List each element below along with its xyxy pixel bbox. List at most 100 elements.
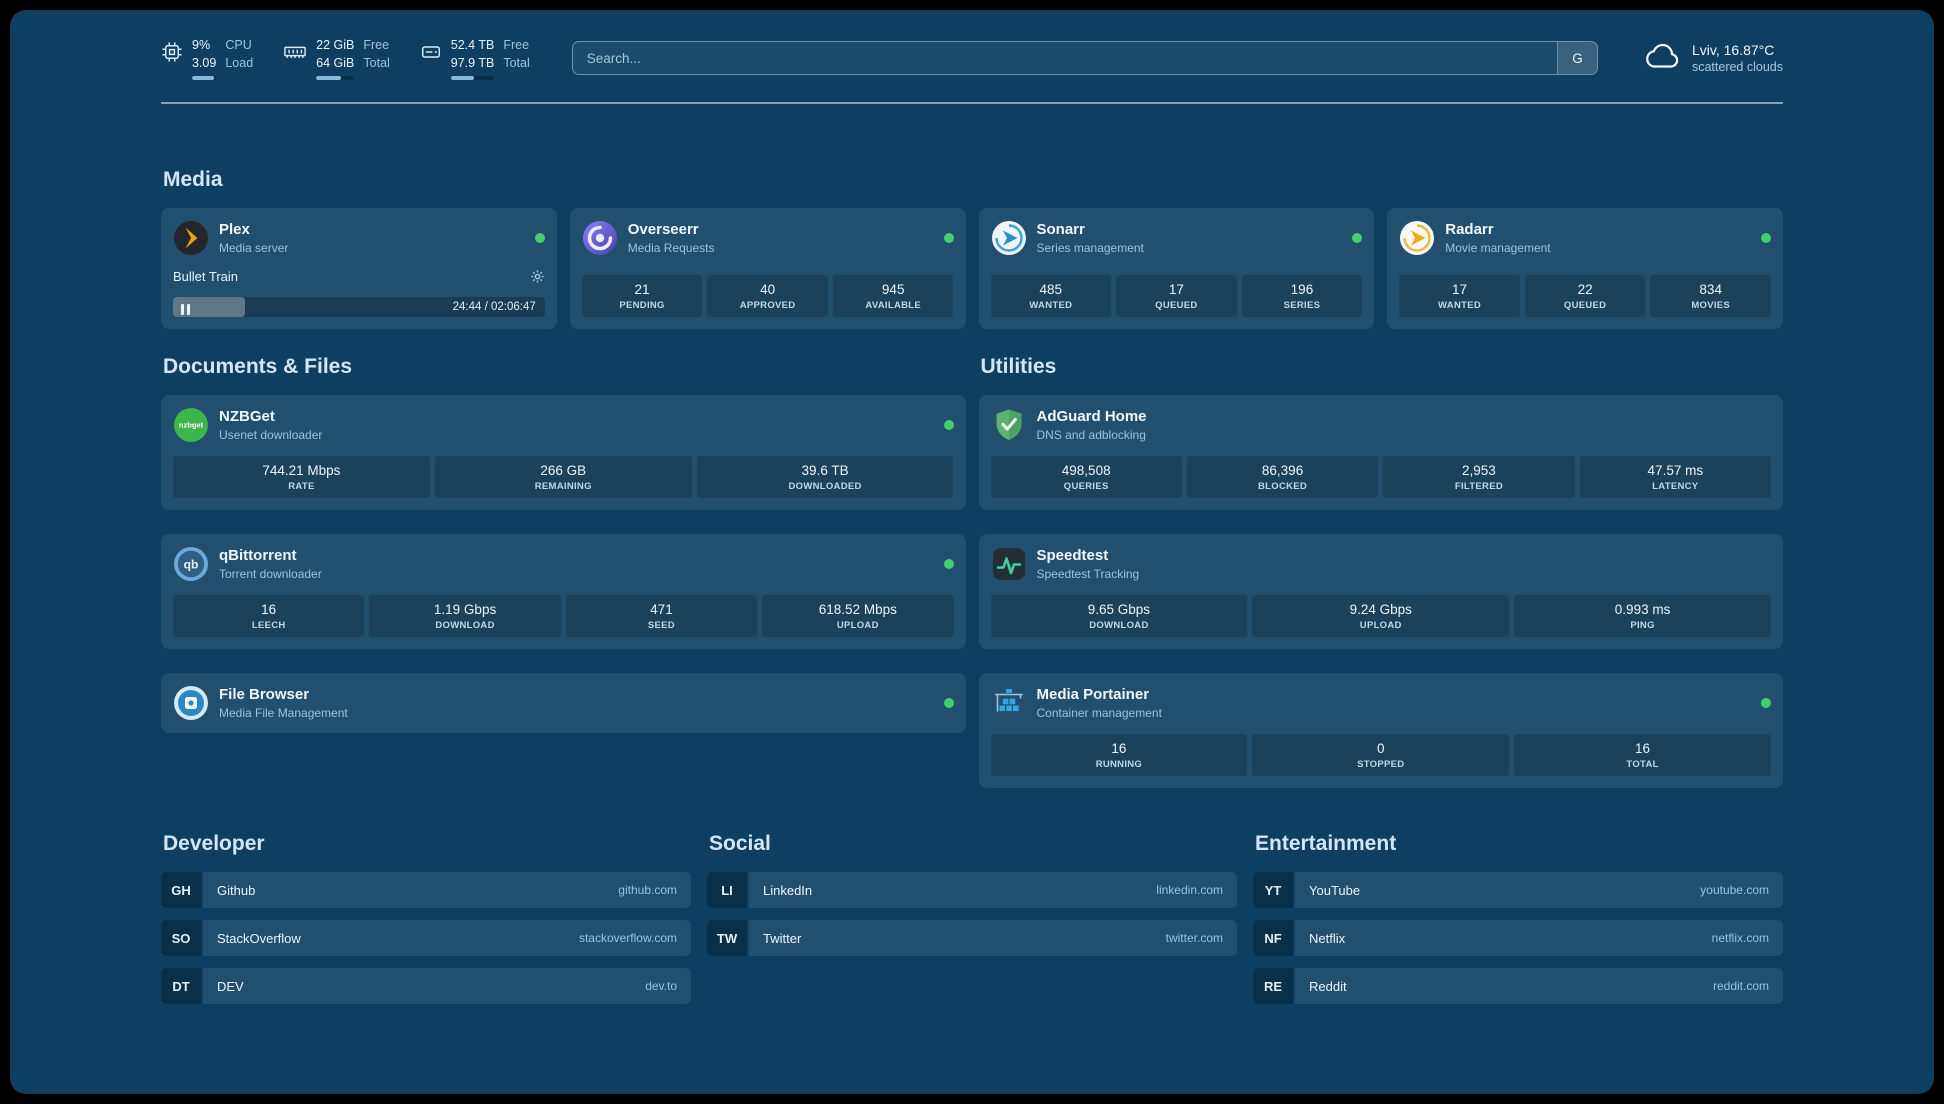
- memory-usage-bar: [316, 76, 355, 81]
- qbittorrent-title: qBittorrent: [219, 547, 297, 565]
- stat-tile: 1.19 Gbps DOWNLOAD: [369, 595, 561, 638]
- card-radarr[interactable]: Radarr Movie management 17 WANTED 22 QUE…: [1387, 208, 1783, 330]
- status-dot: [943, 559, 954, 570]
- pause-icon[interactable]: [181, 302, 190, 320]
- stat-tile: 47.57 ms LATENCY: [1579, 456, 1771, 499]
- svg-text:nzbget: nzbget: [179, 421, 204, 430]
- dashboard-panel: 9% 3.09 CPU Load 22 GiB 64 Gi: [10, 10, 1934, 1094]
- cloud-icon: [1644, 43, 1680, 74]
- bookmark-twitter[interactable]: TW Twitter twitter.com: [707, 920, 1237, 957]
- sonarr-title: Sonarr: [1036, 221, 1085, 239]
- topbar: 9% 3.09 CPU Load 22 GiB 64 Gi: [161, 36, 1783, 81]
- status-dot: [534, 233, 545, 244]
- portainer-subtitle: Container management: [1036, 706, 1162, 721]
- bookmark-netflix[interactable]: NF Netflix netflix.com: [1253, 920, 1783, 957]
- plex-title: Plex: [219, 221, 250, 239]
- memory-free-label: Free: [363, 38, 390, 52]
- overseerr-subtitle: Media Requests: [627, 241, 715, 256]
- bookmark-stackoverflow[interactable]: SO StackOverflow stackoverflow.com: [161, 920, 691, 957]
- search-input[interactable]: [572, 42, 1557, 75]
- stat-tile: 2,953 FILTERED: [1383, 456, 1575, 499]
- stat-tile: 16 LEECH: [173, 595, 365, 638]
- developer-group-heading: Developer: [163, 832, 265, 856]
- stat-tile: 21 PENDING: [581, 275, 703, 318]
- search-provider-button[interactable]: G: [1556, 42, 1597, 75]
- disk-usage-bar: [450, 76, 495, 81]
- sonarr-icon: [991, 220, 1027, 256]
- disk-free-value: 52.4 TB: [450, 38, 495, 52]
- stat-tile: 16 RUNNING: [990, 734, 1248, 777]
- card-plex[interactable]: Plex Media server Bullet Train: [161, 208, 557, 330]
- social-group-heading: Social: [709, 832, 771, 856]
- bookmarks-section: Developer GH Github github.com SO StackO…: [161, 818, 1783, 1005]
- now-playing-title: Bullet Train: [173, 269, 239, 285]
- stat-tile: 471 SEED: [565, 595, 758, 638]
- bookmark-github[interactable]: GH Github github.com: [161, 872, 691, 909]
- disk-metric: 52.4 TB 97.9 TB Free Total: [420, 36, 530, 81]
- stat-tile: 22 QUEUED: [1524, 275, 1646, 318]
- speedtest-icon: [991, 546, 1027, 582]
- cpu-metric: 9% 3.09 CPU Load: [161, 36, 253, 81]
- cpu-icon: [161, 41, 183, 80]
- settings-gear-icon[interactable]: [530, 269, 545, 284]
- filebrowser-title: File Browser: [219, 686, 310, 704]
- nzbget-title: NZBGet: [219, 408, 275, 426]
- weather-location: Lviv, 16.87°C: [1691, 42, 1775, 59]
- entertainment-group-heading: Entertainment: [1255, 832, 1397, 856]
- documents-section-heading: Documents & Files: [163, 355, 353, 379]
- status-dot: [1761, 698, 1771, 709]
- memory-free-value: 22 GiB: [316, 38, 355, 52]
- stat-tile: 498,508 QUERIES: [990, 456, 1182, 499]
- radarr-subtitle: Movie management: [1445, 241, 1551, 256]
- filebrowser-subtitle: Media File Management: [219, 706, 348, 721]
- nzbget-subtitle: Usenet downloader: [219, 428, 323, 443]
- adguard-icon: [991, 407, 1027, 443]
- weather-condition: scattered clouds: [1691, 60, 1783, 75]
- portainer-icon: [991, 685, 1027, 721]
- card-qbittorrent[interactable]: qb qBittorrent Torrent downloader 16: [161, 534, 966, 650]
- status-dot: [943, 698, 954, 709]
- stat-tile: 0.993 ms PING: [1514, 595, 1771, 638]
- stat-tile: 9.65 Gbps DOWNLOAD: [990, 595, 1248, 638]
- bookmark-linkedin[interactable]: LI LinkedIn linkedin.com: [707, 872, 1237, 909]
- stat-tile: 17 WANTED: [1399, 275, 1520, 318]
- overseerr-title: Overseerr: [627, 221, 699, 239]
- radarr-title: Radarr: [1445, 221, 1494, 239]
- radarr-icon: [1399, 220, 1435, 256]
- stat-tile: 945 AVAILABLE: [832, 275, 954, 318]
- card-sonarr[interactable]: Sonarr Series management 485 WANTED 17 Q…: [978, 208, 1375, 330]
- weather-widget[interactable]: Lviv, 16.87°C scattered clouds: [1644, 42, 1783, 74]
- media-card-grid: Plex Media server Bullet Train: [161, 208, 1783, 330]
- bookmark-youtube[interactable]: YT YouTube youtube.com: [1253, 872, 1783, 909]
- card-filebrowser[interactable]: File Browser Media File Management: [161, 673, 966, 734]
- qbittorrent-icon: qb: [173, 546, 209, 582]
- cpu-label: CPU: [225, 38, 252, 52]
- card-portainer[interactable]: Media Portainer Container management 16 …: [978, 673, 1783, 789]
- bookmark-dev[interactable]: DT DEV dev.to: [161, 968, 691, 1005]
- status-dot: [1352, 233, 1363, 244]
- plex-icon: [173, 220, 209, 256]
- stat-tile: 40 APPROVED: [707, 275, 828, 318]
- stat-tile: 0 STOPPED: [1252, 734, 1510, 777]
- card-overseerr[interactable]: Overseerr Media Requests 21 PENDING 40 A…: [569, 208, 966, 330]
- memory-total-value: 64 GiB: [316, 56, 355, 71]
- adguard-title: AdGuard Home: [1036, 408, 1147, 426]
- status-dot: [1761, 233, 1771, 244]
- stat-tile: 485 WANTED: [990, 275, 1112, 318]
- overseerr-icon: [582, 220, 618, 256]
- playback-time: 24:44 / 02:06:47: [452, 300, 536, 313]
- stat-tile: 834 MOVIES: [1650, 275, 1771, 318]
- memory-icon: [283, 41, 307, 80]
- stat-tile: 9.24 Gbps UPLOAD: [1252, 595, 1510, 638]
- card-adguard[interactable]: AdGuard Home DNS and adblocking 498,508 …: [978, 395, 1783, 511]
- resource-metrics: 9% 3.09 CPU Load 22 GiB 64 Gi: [161, 36, 530, 81]
- portainer-title: Media Portainer: [1036, 686, 1150, 704]
- card-speedtest[interactable]: Speedtest Speedtest Tracking 9.65 Gbps D…: [978, 534, 1783, 650]
- disk-total-value: 97.9 TB: [450, 56, 495, 71]
- card-nzbget[interactable]: nzbget NZBGet Usenet downloader 744.21 M…: [161, 395, 966, 511]
- sonarr-subtitle: Series management: [1036, 241, 1144, 256]
- qbittorrent-subtitle: Torrent downloader: [219, 567, 322, 582]
- playback-progress-bar[interactable]: 24:44 / 02:06:47: [173, 297, 545, 320]
- disk-total-label: Total: [503, 56, 530, 71]
- bookmark-reddit[interactable]: RE Reddit reddit.com: [1253, 968, 1783, 1005]
